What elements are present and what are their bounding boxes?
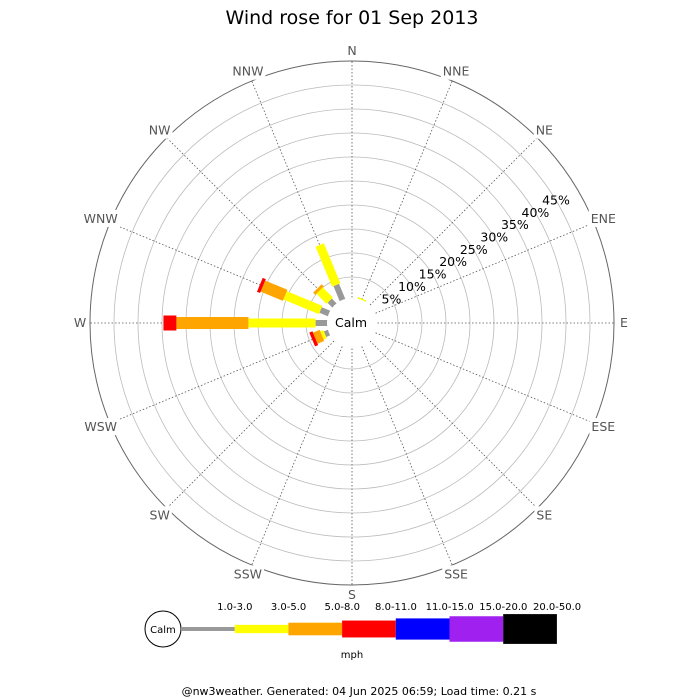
legend-swatch-1.0-3.0 xyxy=(181,627,235,631)
spoke-SE xyxy=(367,338,538,509)
grid-ring xyxy=(113,84,591,562)
legend-swatch-5.0-8.0 xyxy=(288,622,343,636)
legend-unit: mph xyxy=(341,650,363,661)
direction-label-e: E xyxy=(620,315,628,330)
legend-calm-label: Calm xyxy=(150,625,176,636)
ring-label: 35% xyxy=(501,217,529,232)
direction-label-sse: SSE xyxy=(444,566,468,581)
direction-label-bg xyxy=(440,62,472,80)
direction-label-w: W xyxy=(74,315,86,330)
legend-swatch-3.0-5.0 xyxy=(234,624,289,634)
bar-nw-3.0-5.0 xyxy=(316,287,333,304)
spoke-NNE xyxy=(360,80,453,303)
direction-label-bg xyxy=(618,314,631,331)
spoke-ENE xyxy=(372,222,595,315)
direction-label-bg xyxy=(534,506,555,524)
direction-label-bg xyxy=(442,565,471,583)
bar-nw-5.0-8.0 xyxy=(313,284,324,295)
calm-circle xyxy=(327,298,377,348)
direction-label-bg xyxy=(147,506,172,524)
bar-nnw-1.0-3.0 xyxy=(333,283,347,304)
spoke-WSW xyxy=(109,331,332,424)
legend-label-5.0-8.0: 5.0-8.0 xyxy=(325,602,360,613)
spoke-SSW xyxy=(251,343,344,566)
direction-spokes xyxy=(90,61,614,585)
legend-label-15.0-20.0: 15.0-20.0 xyxy=(479,602,527,613)
chart-title: Wind rose for 01 Sep 2013 xyxy=(225,7,478,29)
ring-label: 30% xyxy=(480,230,508,245)
direction-label-s: S xyxy=(348,587,356,602)
legend-swatch-11.0-15.0 xyxy=(395,618,450,640)
ring-labels: 5%10%15%20%25%30%35%40%45% xyxy=(382,192,571,306)
legend-label-1.0-3.0: 1.0-3.0 xyxy=(217,602,252,613)
direction-label-bg xyxy=(589,418,618,436)
direction-label-wsw: WSW xyxy=(84,419,117,434)
ring-label: 40% xyxy=(522,205,550,220)
direction-label-bg xyxy=(81,209,120,227)
spoke-NE xyxy=(367,137,538,308)
direction-label-ese: ESE xyxy=(591,419,615,434)
direction-label-ne: NE xyxy=(536,123,553,138)
ring-label: 45% xyxy=(542,192,570,207)
direction-label-bg xyxy=(346,586,359,603)
spoke-ESE xyxy=(372,331,595,424)
legend-label-11.0-15.0: 11.0-15.0 xyxy=(426,602,474,613)
grid-ring xyxy=(137,108,567,538)
direction-label-nne: NNE xyxy=(443,64,470,79)
direction-label-bg xyxy=(345,42,359,59)
bar-nnw-3.0-5.0 xyxy=(315,243,341,287)
ring-label: 10% xyxy=(398,279,426,294)
ring-label: 25% xyxy=(460,242,488,257)
direction-label-n: N xyxy=(347,43,356,58)
footer-text: @nw3weather. Generated: 04 Jun 2025 06:5… xyxy=(182,685,537,698)
direction-label-ene: ENE xyxy=(591,211,616,226)
direction-label-bg xyxy=(588,209,618,227)
calm-label: Calm xyxy=(335,315,367,330)
direction-label-sw: SW xyxy=(150,507,170,522)
direction-label-bg xyxy=(146,121,173,139)
ring-label: 15% xyxy=(419,267,447,282)
bar-wnw-5.0-8.0 xyxy=(260,280,288,301)
legend-label-3.0-5.0: 3.0-5.0 xyxy=(271,602,306,613)
bar-wsw-3.0-5.0 xyxy=(320,330,327,340)
direction-label-bg xyxy=(231,565,265,583)
direction-label-ssw: SSW xyxy=(234,566,262,581)
direction-labels: N NNE NE ENE E ESE SE SSE S SSW SW WSW W WNW NW NNW xyxy=(71,42,631,603)
bar-wnw-8.0-11.0 xyxy=(256,277,266,294)
direction-label-bg xyxy=(71,314,89,331)
legend-label-20.0-50.0: 20.0-50.0 xyxy=(533,602,581,613)
direction-label-bg xyxy=(82,418,120,436)
direction-label-wnw: WNW xyxy=(84,211,118,226)
direction-label-nnw: NNW xyxy=(232,64,263,79)
ring-label: 5% xyxy=(382,291,402,306)
wind-bars xyxy=(163,243,367,347)
legend-label-8.0-11.0: 8.0-11.0 xyxy=(375,602,417,613)
bar-wnw-3.0-5.0 xyxy=(283,291,323,315)
legend-swatch-15.0-20.0 xyxy=(449,616,504,642)
calm-center: Calm xyxy=(327,298,377,348)
spoke-SW xyxy=(166,338,337,509)
grid-ring xyxy=(89,60,615,586)
spoke-NW xyxy=(166,137,337,308)
spoke-SSE xyxy=(360,343,453,566)
bar-wsw-8.0-11.0 xyxy=(309,331,319,347)
legend-swatch-20.0-50.0 xyxy=(503,614,557,644)
ring-label: 20% xyxy=(439,254,467,269)
direction-label-bg xyxy=(230,62,266,80)
direction-label-nw: NW xyxy=(149,123,171,138)
direction-label-bg xyxy=(533,121,556,139)
direction-label-se: SE xyxy=(536,507,552,522)
bar-wsw-5.0-8.0 xyxy=(312,329,325,344)
legend: Calm 1.0-3.0 3.0-5.0 5.0-8.0 8.0-11.0 11.0-15… xyxy=(144,602,581,661)
legend-swatch-8.0-11.0 xyxy=(342,620,396,638)
